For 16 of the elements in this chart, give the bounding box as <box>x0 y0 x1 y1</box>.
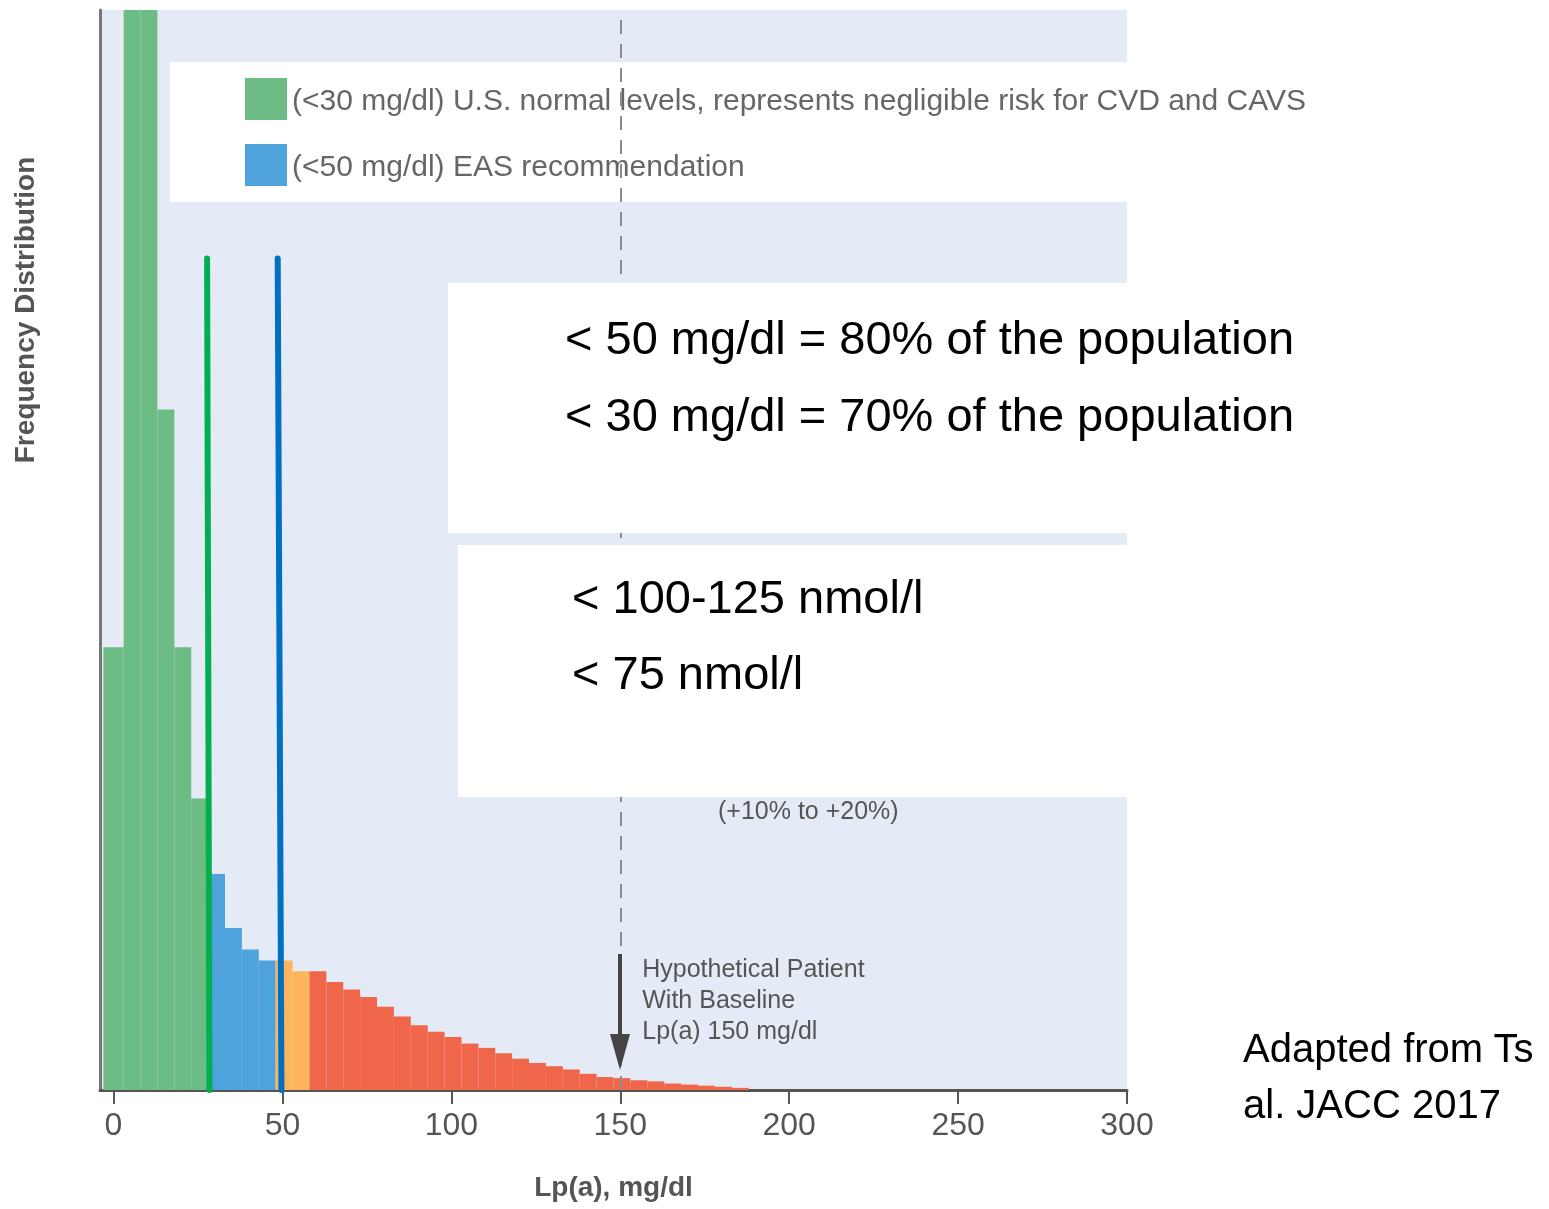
x-tick-label: 0 <box>104 1106 123 1142</box>
annotation: (+10% to +20%) <box>718 796 899 824</box>
annotation: < 50 mg/dl = 80% of the population < 30 mg/dl = 70% of the population <box>565 310 1295 443</box>
x-tick-label: 50 <box>264 1106 301 1142</box>
x-tick-label: 200 <box>762 1106 816 1142</box>
x-axis-title: Lp(a), mg/dl <box>534 1170 693 1202</box>
x-tick-label: 250 <box>931 1106 985 1142</box>
annotation: < 100-125 nmol/l < 75 nmol/l <box>572 569 924 701</box>
legend-label: (<30 mg/dl) U.S. normal levels, represents negligible risk for CVD and CAVS <box>292 82 1307 116</box>
y-axis-title: Frequency Distribution <box>8 156 40 464</box>
annotation: Hypothetical Patient With Baseline Lp(a) 150 mg/dl <box>642 953 865 1044</box>
text: Adapted from Ts al. JACC 2017 <box>1243 1026 1534 1126</box>
legend-label: (<50 mg/dl) EAS recommendation <box>292 148 745 182</box>
x-tick-label: 300 <box>1100 1106 1154 1142</box>
x-tick-label: 150 <box>593 1106 647 1142</box>
x-tick-label: 100 <box>424 1106 479 1142</box>
